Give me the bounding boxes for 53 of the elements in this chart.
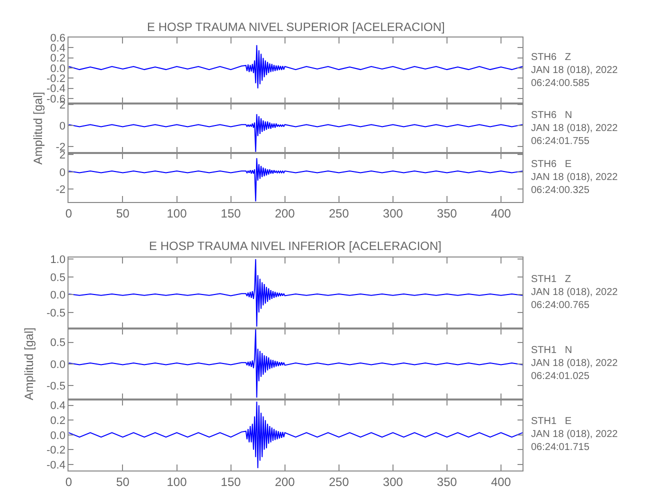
x-tick-label: 350	[436, 206, 458, 221]
x-tick-label: 400	[490, 474, 512, 489]
x-tick-label: 300	[382, 474, 404, 489]
y-axis-title: Amplitud [gal]	[31, 92, 46, 165]
y-tick-label: -2	[56, 184, 66, 196]
y-tick-label: 0	[59, 120, 66, 132]
x-tick-label: 200	[274, 474, 296, 489]
y-tick-label: 2	[59, 100, 66, 112]
y-tick-label: -0.4	[46, 83, 66, 96]
y-tick-label: 0.0	[50, 430, 66, 442]
chart-title: E HOSP TRAUMA NIVEL INFERIOR [ACELERACION]	[149, 239, 442, 253]
x-tick-label: 100	[166, 206, 188, 221]
line-series	[68, 114, 523, 152]
x-tick-label: 150	[220, 206, 242, 221]
x-tick-label: 250	[328, 206, 350, 221]
y-tick-label: -0.4	[46, 459, 66, 472]
x-tick-label: 150	[220, 474, 242, 489]
y-tick-label: 0.0	[50, 358, 66, 371]
x-tick-label: 50	[116, 206, 130, 221]
text: STH6 Z JAN 18 (018), 2022 06:24:00.585	[531, 52, 618, 89]
y-tick-label: 0.6	[50, 32, 66, 44]
y-tick-label: -0.5	[46, 307, 66, 320]
text: STH6 N JAN 18 (018), 2022 06:24:01.755	[531, 110, 618, 147]
x-tick-label: 200	[274, 206, 296, 221]
x-tick-label: 300	[382, 206, 404, 221]
y-tick-label: 0.0	[50, 290, 66, 302]
line-series	[68, 158, 523, 202]
text: STH1 E JAN 18 (018), 2022 06:24:01.715	[531, 416, 618, 453]
y-tick-label: 0.5	[50, 272, 66, 284]
y-tick-label: 0.4	[50, 400, 66, 412]
x-tick-label: 100	[166, 474, 188, 489]
y-tick-label: -0.2	[46, 444, 66, 457]
y-tick-label: 1.0	[50, 254, 66, 266]
text: STH1 N JAN 18 (018), 2022 06:24:01.025	[531, 345, 618, 382]
x-tick-label: 400	[490, 206, 512, 221]
x-tick-label: 250	[328, 474, 350, 489]
line-series	[68, 44, 523, 89]
chart-title: E HOSP TRAUMA NIVEL SUPERIOR [ACELERACION]	[147, 20, 445, 34]
y-tick-label: 2	[59, 149, 66, 162]
y-tick-label: 0.2	[50, 414, 66, 427]
y-tick-label: 0.0	[50, 62, 66, 75]
y-tick-label: -0.2	[46, 73, 66, 86]
x-tick-label: 50	[116, 474, 130, 489]
y-axis-title: Amplitud [gal]	[22, 328, 36, 400]
x-tick-label: 350	[436, 474, 458, 489]
text: STH1 Z JAN 18 (018), 2022 06:24:00.765	[531, 274, 618, 311]
y-tick-label: 0	[59, 166, 66, 179]
y-tick-label: -0.5	[46, 380, 66, 392]
y-tick-label: 0.5	[50, 337, 66, 350]
text: STH6 E JAN 18 (018), 2022 06:24:00.325	[531, 159, 618, 196]
y-tick-label: 0.4	[50, 42, 66, 55]
line-series	[68, 401, 523, 469]
y-tick-label: 0.2	[50, 52, 66, 65]
